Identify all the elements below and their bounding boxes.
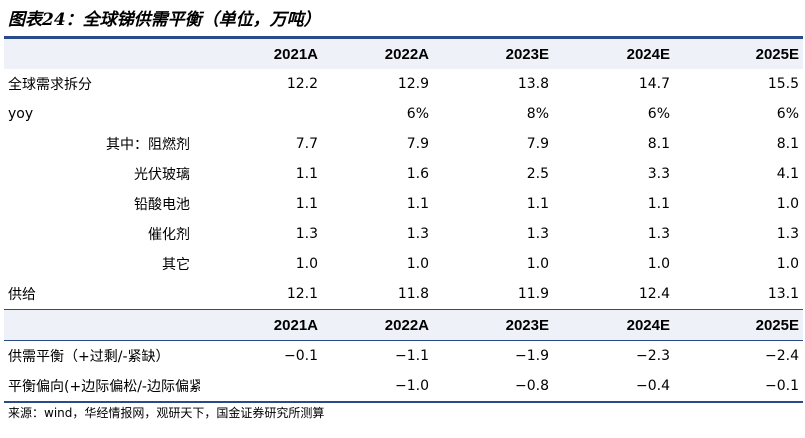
supply-demand-table: 2021A 2022A 2023E 2024E 2025E 全球需求拆分 12.2… bbox=[4, 38, 803, 403]
value-cell: 4.1 bbox=[776, 166, 799, 182]
value-cell: 1.0 bbox=[526, 256, 549, 272]
value-cell: −1.0 bbox=[322, 371, 433, 403]
table-row: 供给 12.1 11.8 11.9 12.4 13.1 bbox=[4, 279, 803, 310]
table-row: 全球需求拆分 12.2 12.9 13.8 14.7 15.5 bbox=[4, 69, 803, 99]
header-cell: 2024E bbox=[553, 309, 674, 341]
value-cell bbox=[200, 371, 322, 403]
row-label: 催化剂 bbox=[148, 227, 190, 243]
value-cell: 13.1 bbox=[767, 286, 799, 302]
header-row: 2021A 2022A 2023E 2024E 2025E bbox=[4, 38, 803, 69]
row-label: 其中：阻燃剂 bbox=[106, 137, 190, 153]
value-cell: 11.9 bbox=[517, 286, 549, 302]
value-cell: 1.3 bbox=[295, 226, 318, 242]
title-rule bbox=[4, 36, 803, 38]
value-cell: 11.8 bbox=[397, 286, 429, 302]
row-label: 铅酸电池 bbox=[134, 197, 190, 213]
chart-title: 图表24：全球锑供需平衡（单位，万吨） bbox=[8, 10, 321, 30]
value-cell: 12.1 bbox=[286, 286, 318, 302]
source-note: 来源：wind，华经情报网，观研天下，国金证券研究所测算 bbox=[8, 406, 325, 420]
value-cell: 13.8 bbox=[517, 76, 549, 92]
value-cell: −1.1 bbox=[322, 340, 433, 371]
value-cell: 1.0 bbox=[295, 256, 318, 272]
value-cell: 6% bbox=[406, 106, 429, 122]
value-cell: −1.9 bbox=[433, 340, 553, 371]
row-label: 全球需求拆分 bbox=[8, 77, 92, 93]
value-cell: 12.9 bbox=[397, 76, 429, 92]
header-cell: 2022A bbox=[322, 38, 433, 69]
value-cell: 2.5 bbox=[526, 166, 549, 182]
table-row: 光伏玻璃 1.1 1.6 2.5 3.3 4.1 bbox=[4, 159, 803, 189]
table-row: 催化剂 1.3 1.3 1.3 1.3 1.3 bbox=[4, 219, 803, 249]
value-cell: 1.1 bbox=[526, 196, 549, 212]
header-cell: 2021A bbox=[200, 38, 322, 69]
value-cell: 1.1 bbox=[295, 166, 318, 182]
value-cell: 6% bbox=[776, 106, 799, 122]
value-cell bbox=[200, 99, 322, 129]
header-cell: 2025E bbox=[674, 309, 803, 341]
value-cell: −0.1 bbox=[674, 371, 803, 403]
row-label: 平衡偏向(+边际偏松/-边际偏紧) bbox=[4, 371, 200, 403]
value-cell: −2.4 bbox=[674, 340, 803, 371]
value-cell: 15.5 bbox=[767, 76, 799, 92]
header-cell: 2024E bbox=[553, 38, 674, 69]
value-cell: −0.1 bbox=[200, 340, 322, 371]
row-label: 其它 bbox=[162, 257, 190, 273]
value-cell: 1.0 bbox=[776, 196, 799, 212]
header-cell: 2023E bbox=[433, 309, 553, 341]
value-cell: 6% bbox=[647, 106, 670, 122]
row-label: 供给 bbox=[8, 287, 36, 303]
value-cell: 7.9 bbox=[406, 136, 429, 152]
header-cell bbox=[4, 38, 200, 69]
table-row: 其它 1.0 1.0 1.0 1.0 1.0 bbox=[4, 249, 803, 279]
value-cell: 1.3 bbox=[526, 226, 549, 242]
value-cell: 1.3 bbox=[647, 226, 670, 242]
value-cell: 8.1 bbox=[776, 136, 799, 152]
value-cell: 1.0 bbox=[776, 256, 799, 272]
value-cell: 8.1 bbox=[647, 136, 670, 152]
value-cell: 8% bbox=[526, 106, 549, 122]
table-row: 其中：阻燃剂 7.7 7.9 7.9 8.1 8.1 bbox=[4, 129, 803, 159]
row-label: yoy bbox=[8, 106, 34, 122]
value-cell: 12.4 bbox=[638, 286, 670, 302]
value-cell: 14.7 bbox=[638, 76, 670, 92]
value-cell: 1.3 bbox=[776, 226, 799, 242]
value-cell: 1.1 bbox=[295, 196, 318, 212]
value-cell: 1.1 bbox=[406, 196, 429, 212]
header-cell bbox=[4, 309, 200, 341]
table-row: 铅酸电池 1.1 1.1 1.1 1.1 1.0 bbox=[4, 189, 803, 219]
table-row: yoy 6% 8% 6% 6% bbox=[4, 99, 803, 129]
value-cell: 1.1 bbox=[647, 196, 670, 212]
value-cell: 1.0 bbox=[647, 256, 670, 272]
row-label: 光伏玻璃 bbox=[134, 167, 190, 183]
value-cell: 7.9 bbox=[526, 136, 549, 152]
header-cell: 2021A bbox=[200, 309, 322, 341]
value-cell: −0.4 bbox=[553, 371, 674, 403]
header-row: 2021A 2022A 2023E 2024E 2025E bbox=[4, 309, 803, 341]
value-cell: 1.6 bbox=[406, 166, 429, 182]
table-row: 平衡偏向(+边际偏松/-边际偏紧) −1.0 −0.8 −0.4 −0.1 bbox=[4, 371, 803, 403]
value-cell: 1.0 bbox=[406, 256, 429, 272]
value-cell: −2.3 bbox=[553, 340, 674, 371]
value-cell: −0.8 bbox=[433, 371, 553, 403]
header-cell: 2023E bbox=[433, 38, 553, 69]
row-label: 供需平衡（+过剩/-紧缺） bbox=[4, 340, 200, 371]
value-cell: 1.3 bbox=[406, 226, 429, 242]
header-cell: 2025E bbox=[674, 38, 803, 69]
value-cell: 3.3 bbox=[647, 166, 670, 182]
value-cell: 7.7 bbox=[295, 136, 318, 152]
value-cell: 12.2 bbox=[286, 76, 318, 92]
header-cell: 2022A bbox=[322, 309, 433, 341]
table-row: 供需平衡（+过剩/-紧缺） −0.1 −1.1 −1.9 −2.3 −2.4 bbox=[4, 340, 803, 371]
